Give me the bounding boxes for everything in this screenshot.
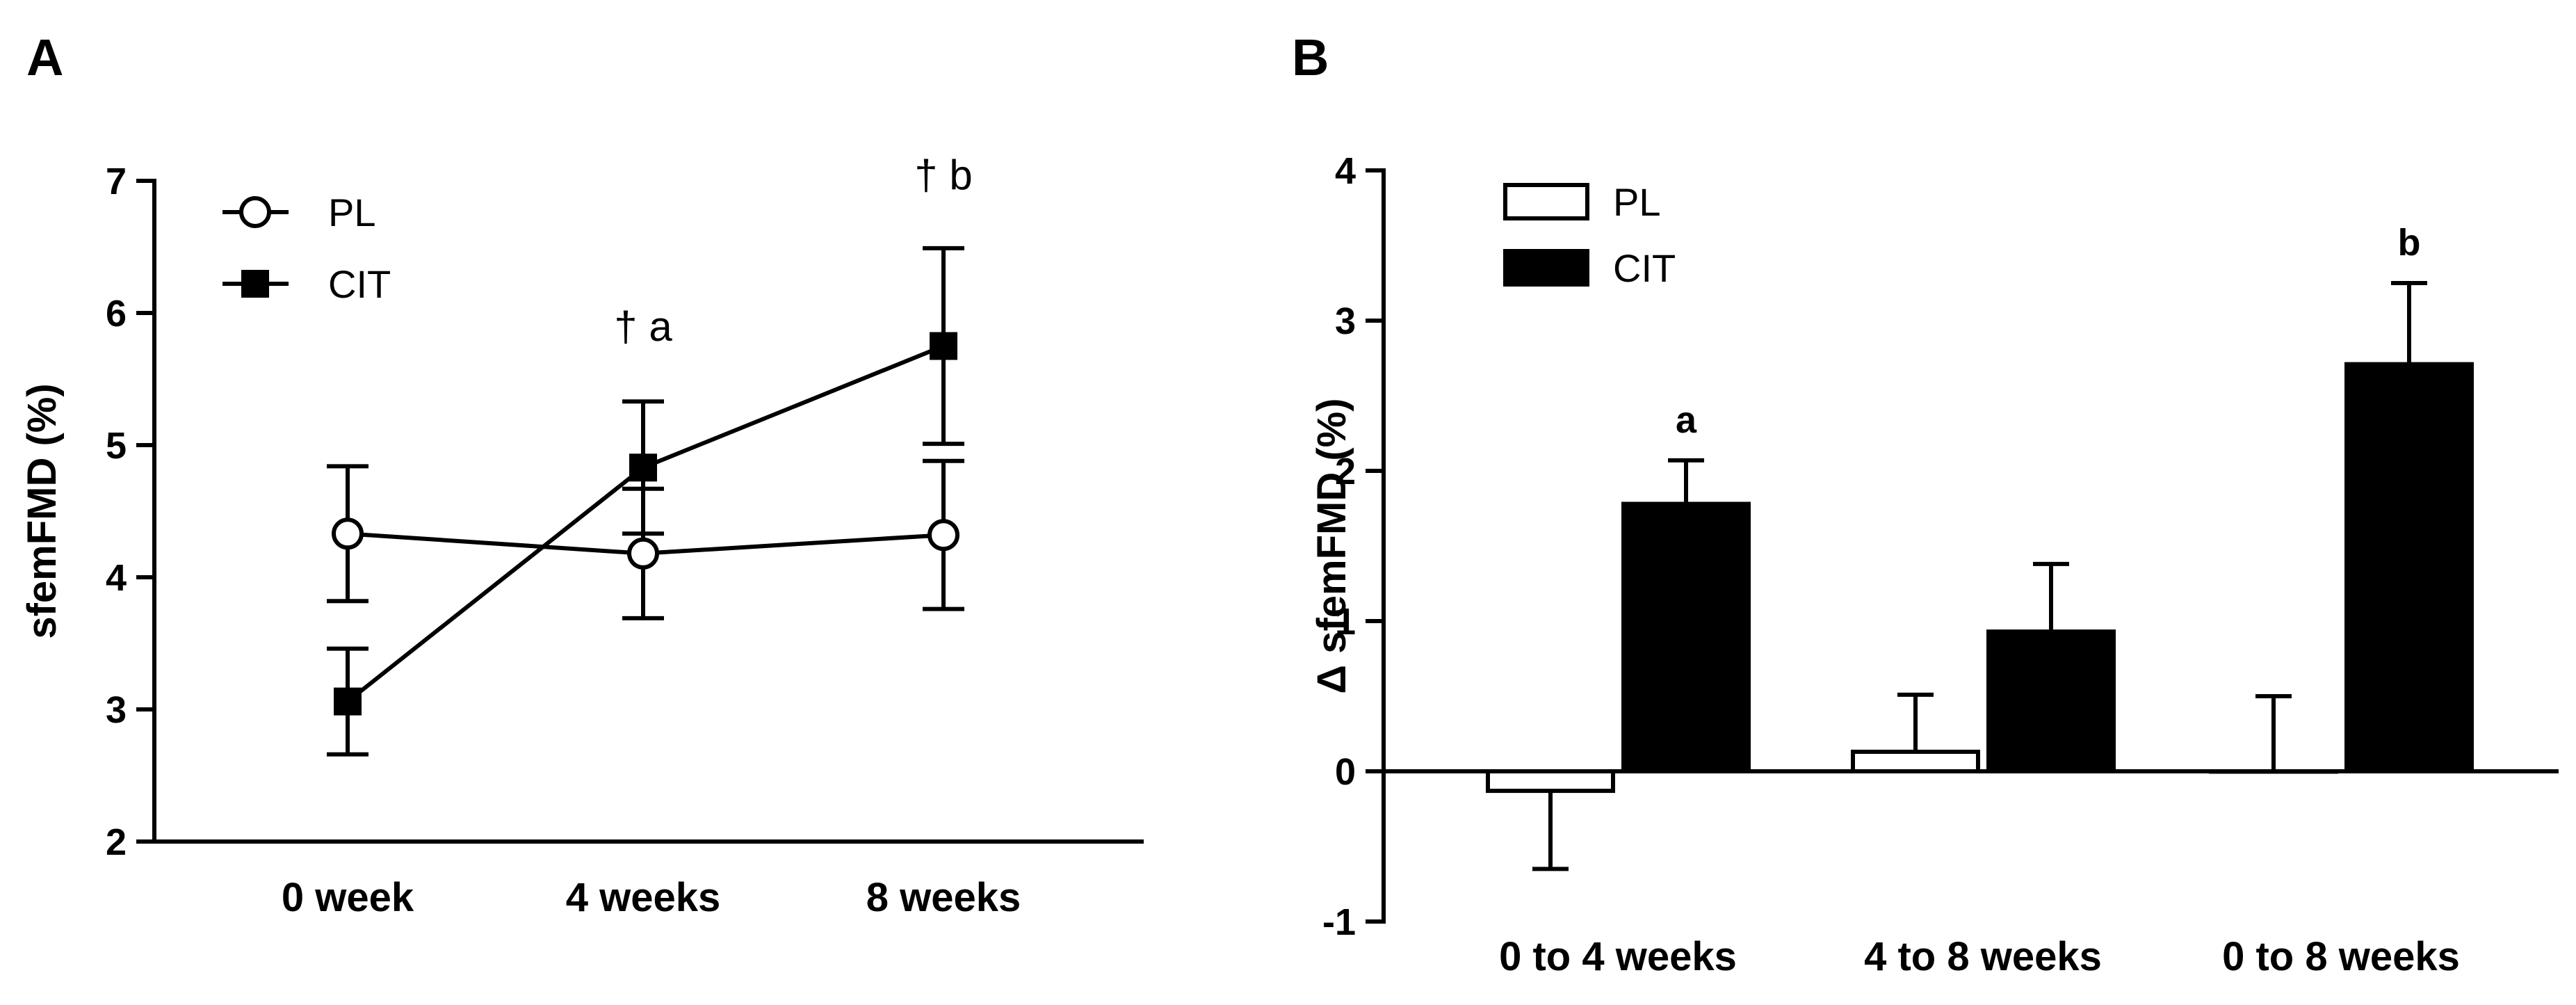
y-tick-label: 4 bbox=[106, 557, 127, 599]
legend-label-cit: CIT bbox=[328, 262, 391, 306]
y-tick-label: -1 bbox=[1322, 901, 1356, 943]
bar-cit bbox=[1986, 629, 2116, 773]
y-tick-label: 1 bbox=[1335, 601, 1356, 643]
legend-swatch-cit bbox=[1503, 249, 1589, 287]
panel-b-letter: B bbox=[1292, 29, 1329, 86]
significance-label: b bbox=[2398, 222, 2421, 264]
y-tick-label: 5 bbox=[106, 425, 127, 467]
y-tick-label: 2 bbox=[1335, 451, 1356, 492]
bar-cit bbox=[2344, 362, 2474, 773]
y-tick-label: 0 bbox=[1335, 751, 1356, 793]
panel-a-letter: A bbox=[26, 29, 63, 86]
bar-pl bbox=[1851, 749, 1980, 774]
y-tick-label: 3 bbox=[1335, 300, 1356, 342]
bar-pl bbox=[1486, 769, 1615, 794]
significance-label: a bbox=[1676, 399, 1697, 441]
data-point-pl bbox=[332, 517, 364, 550]
legend-label-cit: CIT bbox=[1613, 246, 1676, 290]
data-point-cit bbox=[629, 453, 657, 482]
legend-swatch-pl bbox=[1503, 183, 1589, 220]
data-point-cit bbox=[930, 332, 957, 360]
y-axis-title: Δ sfemFMD (%) bbox=[1309, 398, 1354, 693]
legend-label-pl: PL bbox=[1613, 180, 1661, 224]
legend-label-pl: PL bbox=[328, 191, 376, 234]
y-tick-label: 7 bbox=[106, 161, 127, 202]
x-tick-label: 0 week bbox=[282, 875, 414, 920]
y-axis-title: sfemFMD (%) bbox=[19, 383, 65, 638]
x-tick-label: 0 to 8 weeks bbox=[2222, 934, 2460, 979]
legend-marker-cit bbox=[241, 270, 269, 298]
series-line-cit bbox=[346, 344, 945, 703]
data-point-cit bbox=[334, 687, 362, 716]
significance-label: † b bbox=[914, 152, 972, 198]
x-tick-label: 4 weeks bbox=[566, 875, 721, 920]
panel-a-chart: 2 3 4 5 6 7 0 week 4 weeks 8 weeks sfemFMD (%) PL C… bbox=[19, 152, 1144, 920]
y-tick-label: 3 bbox=[106, 689, 127, 731]
y-tick-label: 6 bbox=[106, 293, 127, 335]
legend-marker-pl bbox=[239, 196, 271, 228]
x-tick-label: 4 to 8 weeks bbox=[1864, 934, 2102, 979]
x-tick-label: 0 to 4 weeks bbox=[1499, 934, 1737, 979]
panel-b-chart: -1 0 1 2 3 4 Δ sfemFMD (%) 0 to 4 weeks 4 to 8 w… bbox=[1309, 150, 2559, 979]
data-point-pl bbox=[627, 537, 659, 570]
x-tick-label: 8 weeks bbox=[866, 875, 1021, 920]
data-point-pl bbox=[927, 519, 959, 552]
bar-cit bbox=[1621, 501, 1751, 774]
significance-label: † a bbox=[614, 303, 672, 350]
y-tick-label: 2 bbox=[106, 821, 127, 863]
y-tick-label: 4 bbox=[1335, 150, 1356, 192]
